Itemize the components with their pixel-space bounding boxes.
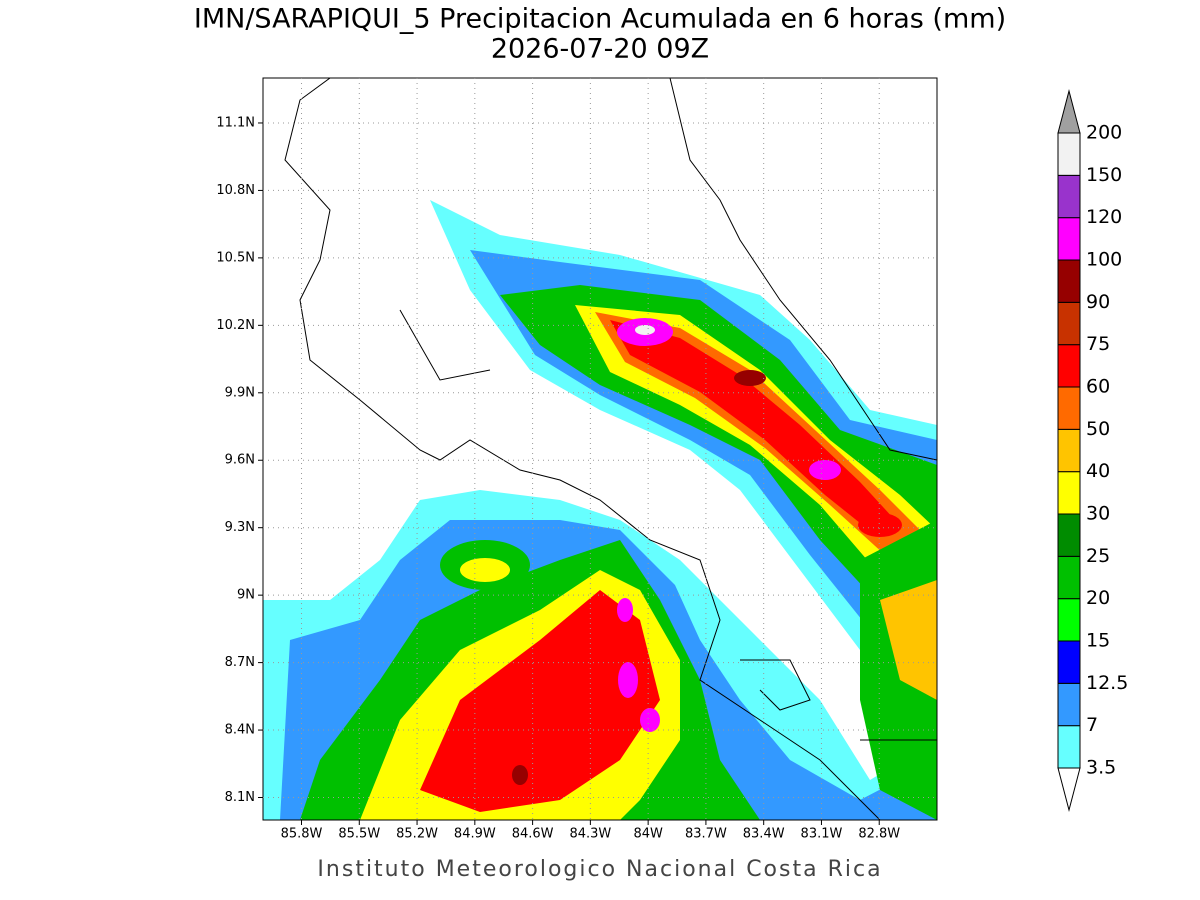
colorbar-label: 75 <box>1086 333 1110 355</box>
colorbar-box <box>1057 682 1081 727</box>
colorbar-box <box>1057 132 1081 176</box>
lat-tick-label: 11.1N <box>216 115 255 130</box>
colorbar-box <box>1057 513 1081 557</box>
colorbar-box <box>1057 640 1081 684</box>
lat-tick-label: 8.1N <box>225 790 255 805</box>
lon-tick-label: 84.9W <box>454 827 496 842</box>
plot-frame <box>262 77 938 821</box>
colorbar-box <box>1057 555 1081 600</box>
colorbar-box <box>1057 174 1081 219</box>
colorbar-label: 3.5 <box>1086 757 1116 779</box>
lat-tick-label: 10.5N <box>216 250 255 265</box>
colorbar-box <box>1057 428 1081 473</box>
colorbar-under <box>1057 767 1081 812</box>
colorbar-box <box>1057 301 1081 346</box>
colorbar-label: 50 <box>1086 418 1110 440</box>
colorbar-label: 12.5 <box>1086 672 1128 694</box>
lat-tick-label: 9.3N <box>225 520 255 535</box>
colorbar-label: 20 <box>1086 587 1110 609</box>
colorbar-box <box>1057 344 1081 388</box>
lat-tick-label: 10.2N <box>216 318 255 333</box>
colorbar-label: 120 <box>1086 206 1122 228</box>
lat-tick-label: 9N <box>237 588 255 603</box>
colorbar-over <box>1057 89 1081 134</box>
colorbar-box <box>1057 471 1081 515</box>
colorbar-label: 7 <box>1086 714 1098 736</box>
lon-tick-label: 83.7W <box>685 827 727 842</box>
colorbar-label: 40 <box>1086 460 1110 482</box>
colorbar-label: 30 <box>1086 503 1110 525</box>
colorbar-label: 60 <box>1086 376 1110 398</box>
colorbar-label: 25 <box>1086 545 1110 567</box>
lat-tick-label: 8.4N <box>225 723 255 738</box>
lat-tick-label: 8.7N <box>225 655 255 670</box>
colorbar-label: 15 <box>1086 630 1110 652</box>
lon-tick-label: 84.3W <box>569 827 611 842</box>
precip-field <box>263 78 937 820</box>
lon-tick-label: 85.5W <box>338 827 380 842</box>
lon-tick-label: 83.4W <box>743 827 785 842</box>
lon-tick-label: 82.8W <box>858 827 900 842</box>
footer: Instituto Meteorologico Nacional Costa R… <box>317 857 882 882</box>
lon-tick-label: 85.8W <box>281 827 323 842</box>
colorbar-box <box>1057 259 1081 303</box>
colorbar-label: 100 <box>1086 249 1122 271</box>
lat-tick-label: 9.9N <box>225 385 255 400</box>
lat-tick-label: 9.6N <box>225 453 255 468</box>
colorbar-label: 90 <box>1086 291 1110 313</box>
colorbar-box <box>1057 598 1081 642</box>
lat-tick-label: 10.8N <box>216 183 255 198</box>
colorbar-box <box>1057 725 1081 769</box>
subtitle: 2026-07-20 09Z <box>491 34 709 65</box>
lon-tick-label: 84.6W <box>512 827 554 842</box>
colorbar-label: 150 <box>1086 164 1122 186</box>
colorbar-label: 200 <box>1086 122 1122 144</box>
title: IMN/SARAPIQUI_5 Precipitacion Acumulada … <box>194 4 1006 35</box>
colorbar-box <box>1057 217 1081 261</box>
lon-tick-label: 83.1W <box>801 827 843 842</box>
lon-tick-label: 84W <box>633 827 663 842</box>
lon-tick-label: 85.2W <box>396 827 438 842</box>
colorbar-box <box>1057 386 1081 430</box>
